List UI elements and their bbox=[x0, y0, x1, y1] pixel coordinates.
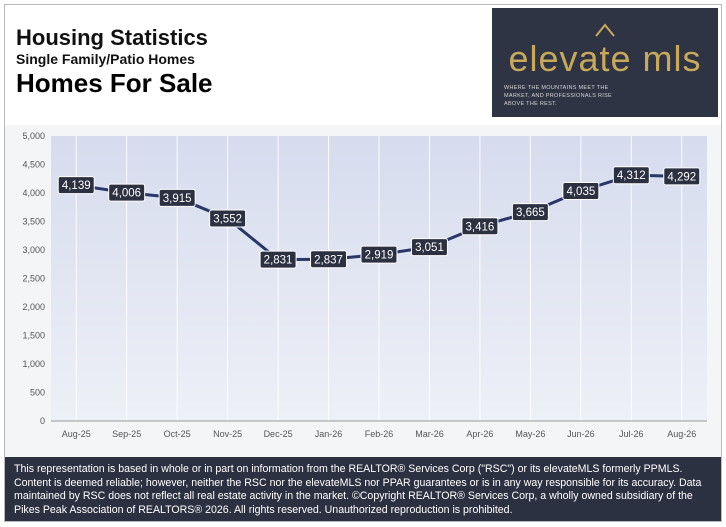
data-label: 3,051 bbox=[410, 238, 448, 257]
data-label-text: 4,035 bbox=[566, 186, 595, 198]
data-label-text: 2,837 bbox=[314, 254, 343, 266]
data-label: 2,919 bbox=[360, 245, 398, 264]
data-label: 2,831 bbox=[259, 250, 297, 269]
data-label-text: 2,831 bbox=[264, 255, 293, 267]
data-label-box bbox=[259, 250, 297, 269]
y-tick-label: 1,000 bbox=[22, 359, 45, 369]
x-tick-label: Jan-26 bbox=[315, 429, 343, 439]
data-label-text: 3,665 bbox=[516, 207, 545, 219]
data-label-box bbox=[562, 182, 600, 201]
x-tick-label: Feb-26 bbox=[365, 429, 394, 439]
data-label: 3,915 bbox=[158, 188, 196, 207]
data-label-text: 4,292 bbox=[667, 171, 696, 183]
x-tick-label: Oct-25 bbox=[164, 429, 191, 439]
data-label: 3,665 bbox=[511, 203, 549, 222]
data-label: 2,837 bbox=[310, 250, 348, 269]
report-frame: Housing Statistics Single Family/Patio H… bbox=[4, 4, 722, 522]
elevate-mls-logo: elevate mls WHERE THE MOUNTAINS MEET THE… bbox=[492, 8, 718, 117]
y-tick-label: 0 bbox=[40, 416, 45, 426]
data-label: 3,416 bbox=[461, 217, 499, 236]
data-label-text: 3,416 bbox=[466, 221, 495, 233]
data-label-text: 4,312 bbox=[617, 170, 646, 182]
data-label-box bbox=[209, 209, 247, 228]
logo-tagline: WHERE THE MOUNTAINS MEET THE MARKET, AND… bbox=[504, 85, 613, 107]
report-header: Housing Statistics Single Family/Patio H… bbox=[5, 5, 721, 125]
data-label-text: 4,139 bbox=[62, 180, 91, 192]
page-title: Housing Statistics bbox=[16, 25, 208, 50]
data-label: 4,035 bbox=[562, 182, 600, 201]
y-tick-label: 3,000 bbox=[22, 245, 45, 255]
data-label: 3,552 bbox=[209, 209, 247, 228]
data-label-box bbox=[663, 167, 701, 186]
y-tick-label: 3,500 bbox=[22, 217, 45, 227]
y-tick-label: 4,000 bbox=[22, 188, 45, 198]
x-tick-label: Apr-26 bbox=[466, 429, 493, 439]
disclaimer-text: This representation is based in whole or… bbox=[14, 463, 702, 516]
x-tick-label: Sep-25 bbox=[112, 429, 141, 439]
data-label-box bbox=[612, 166, 650, 185]
data-label-box bbox=[511, 203, 549, 222]
x-tick-label: Jul-26 bbox=[619, 429, 644, 439]
metric-title: Homes For Sale bbox=[16, 68, 213, 98]
y-tick-label: 1,500 bbox=[22, 331, 45, 341]
y-tick-label: 2,000 bbox=[22, 302, 45, 312]
page-subtitle: Single Family/Patio Homes bbox=[16, 51, 195, 67]
homes-for-sale-line-chart: 0 500 1,000 1,500 2,000 2,500 3,000 3,500 4,000 4… bbox=[22, 131, 707, 439]
data-label-text: 2,919 bbox=[365, 250, 394, 262]
data-label-box bbox=[57, 176, 95, 195]
mountain-peak-icon bbox=[595, 23, 615, 37]
y-tick-label: 4,500 bbox=[22, 160, 45, 170]
data-label-box bbox=[158, 188, 196, 207]
data-label: 4,139 bbox=[57, 176, 95, 195]
x-tick-label: Nov-25 bbox=[213, 429, 242, 439]
data-label: 4,312 bbox=[612, 166, 650, 185]
data-label-box bbox=[360, 245, 398, 264]
x-tick-label: May-26 bbox=[515, 429, 545, 439]
x-tick-label: Dec-25 bbox=[264, 429, 293, 439]
x-tick-label: Jun-26 bbox=[567, 429, 595, 439]
data-label-text: 3,915 bbox=[163, 193, 192, 205]
data-label-text: 3,051 bbox=[415, 242, 444, 254]
data-label-box bbox=[108, 183, 146, 202]
data-label-box bbox=[461, 217, 499, 236]
y-tick-label: 2,500 bbox=[22, 274, 45, 284]
data-label-text: 4,006 bbox=[112, 188, 141, 200]
data-label: 4,006 bbox=[108, 183, 146, 202]
logo-wordmark: elevate mls bbox=[508, 38, 702, 79]
data-label-box bbox=[310, 250, 348, 269]
y-tick-label: 5,000 bbox=[22, 131, 45, 141]
x-tick-label: Mar-26 bbox=[415, 429, 444, 439]
x-tick-label: Aug-25 bbox=[62, 429, 91, 439]
data-label: 4,292 bbox=[663, 167, 701, 186]
y-tick-label: 500 bbox=[30, 388, 45, 398]
disclaimer-footer: This representation is based in whole or… bbox=[5, 457, 721, 521]
chart-area: 0 500 1,000 1,500 2,000 2,500 3,000 3,500 4,000 4… bbox=[5, 125, 721, 457]
data-label-text: 3,552 bbox=[213, 214, 242, 226]
data-label-box bbox=[410, 238, 448, 257]
x-tick-label: Aug-26 bbox=[667, 429, 696, 439]
